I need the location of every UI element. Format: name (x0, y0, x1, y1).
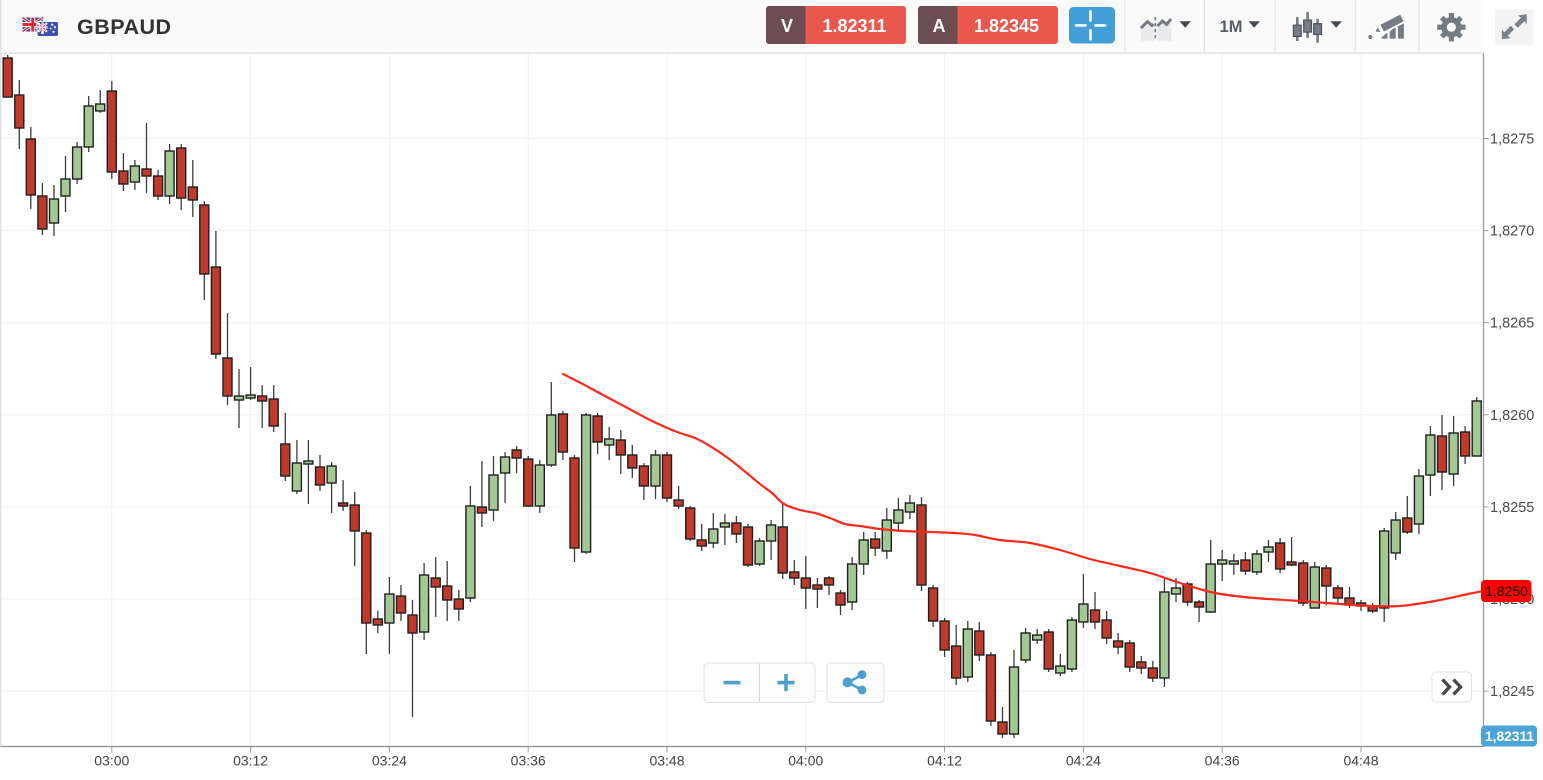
svg-text:1,8275: 1,8275 (1490, 132, 1534, 148)
svg-text:1M: 1M (1220, 18, 1243, 36)
svg-text:1,8250: 1,8250 (1485, 583, 1528, 599)
svg-text:03:48: 03:48 (649, 753, 684, 769)
svg-text:1,8260: 1,8260 (1490, 408, 1534, 424)
svg-text:1,8265: 1,8265 (1490, 316, 1534, 332)
svg-text:03:24: 03:24 (372, 753, 407, 769)
svg-text:03:12: 03:12 (233, 753, 268, 769)
svg-text:03:36: 03:36 (511, 753, 546, 769)
svg-text:V: V (781, 16, 793, 36)
svg-text:1.82311: 1.82311 (822, 16, 886, 36)
svg-text:1,8245: 1,8245 (1490, 684, 1534, 700)
svg-text:1.82345: 1.82345 (974, 16, 1039, 36)
svg-text:04:36: 04:36 (1205, 753, 1240, 769)
svg-text:04:24: 04:24 (1066, 753, 1101, 769)
svg-text:1,8270: 1,8270 (1490, 224, 1534, 240)
svg-text:GBPAUD: GBPAUD (77, 15, 172, 39)
svg-text:03:00: 03:00 (94, 753, 129, 769)
svg-text:04:00: 04:00 (788, 753, 823, 769)
svg-text:A: A (933, 16, 946, 36)
svg-text:1,8255: 1,8255 (1490, 500, 1534, 516)
svg-text:04:12: 04:12 (927, 753, 962, 769)
svg-text:04:48: 04:48 (1343, 753, 1378, 769)
svg-text:1,82311: 1,82311 (1485, 729, 1534, 744)
